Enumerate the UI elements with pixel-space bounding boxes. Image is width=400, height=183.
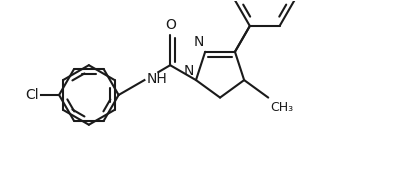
Text: NH: NH	[146, 72, 167, 86]
Text: N: N	[184, 64, 194, 78]
Text: CH₃: CH₃	[270, 101, 293, 114]
Text: O: O	[165, 18, 176, 32]
Text: N: N	[194, 35, 204, 49]
Text: Cl: Cl	[26, 88, 39, 102]
